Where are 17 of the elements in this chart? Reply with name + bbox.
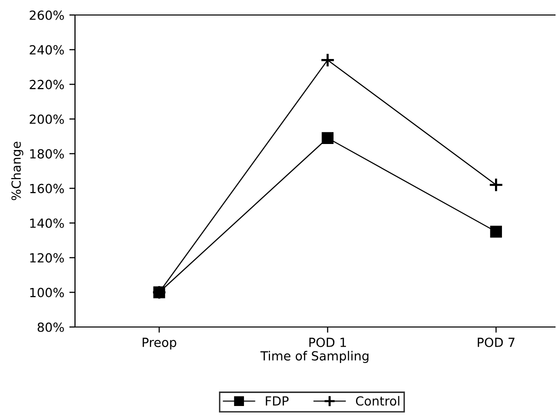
y-tick-label: 140% [30,218,64,228]
y-tick-label: 100% [30,288,64,298]
y-tick-label: 120% [30,253,64,263]
y-axis-title: %Change [11,142,24,200]
x-tick-label: POD 1 [309,338,346,348]
y-tick-label: 260% [30,10,64,20]
y-tick-label: 180% [30,149,64,159]
x-tick-label: Preop [142,338,176,350]
x-axis-title: Time of Sampling [260,350,368,363]
y-tick-label: 240% [30,45,64,55]
y-tick-label: 160% [30,184,64,194]
y-tick-label: 220% [30,80,64,90]
y-tick-label: 200% [30,114,64,124]
x-tick-label: POD 7 [478,338,514,348]
y-tick-label: 80% [38,322,64,332]
legend-label: Control [356,396,400,406]
legend-label: FDP [266,396,289,406]
